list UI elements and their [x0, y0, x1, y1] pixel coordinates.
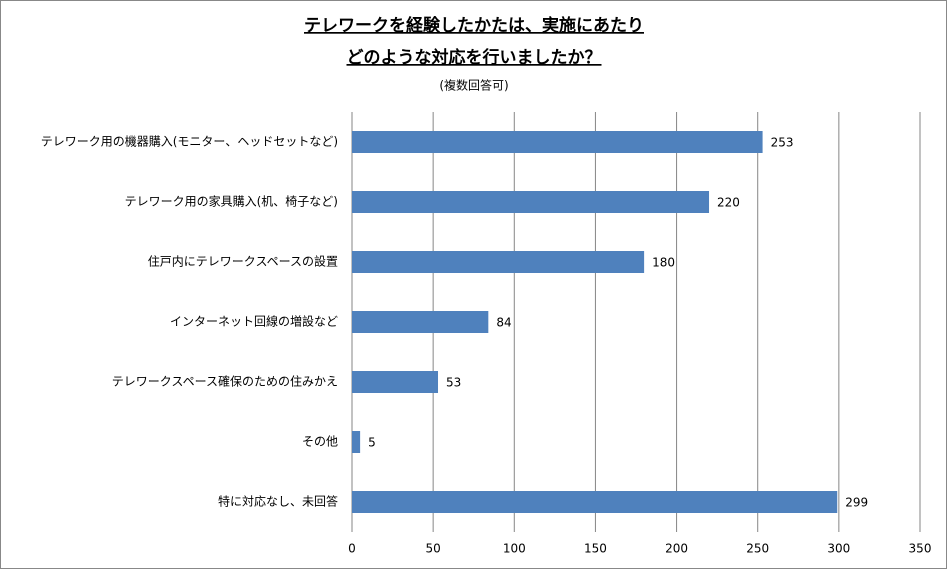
bar — [352, 311, 489, 333]
bar — [352, 431, 361, 453]
data-label: 180 — [652, 256, 675, 270]
x-tick-label: 250 — [746, 542, 769, 556]
y-tick-label: インターネット回線の増設など — [170, 314, 338, 329]
data-label: 53 — [446, 376, 461, 390]
bar — [352, 491, 838, 513]
data-label: 84 — [496, 316, 511, 330]
x-tick-label: 350 — [909, 542, 932, 556]
data-label: 5 — [368, 436, 376, 450]
x-tick-label: 50 — [426, 542, 441, 556]
data-label: 220 — [717, 196, 740, 210]
x-tick-label: 200 — [665, 542, 688, 556]
data-label: 253 — [771, 136, 794, 150]
y-tick-label: テレワークスペース確保のための住みかえ — [112, 374, 338, 389]
data-label: 299 — [845, 496, 868, 510]
x-tick-label: 150 — [584, 542, 607, 556]
y-tick-label: テレワーク用の機器購入(モニター、ヘッドセットなど) — [41, 134, 338, 149]
bar — [352, 371, 439, 393]
bar — [352, 131, 763, 153]
y-tick-label: 特に対応なし、未回答 — [218, 494, 338, 509]
chart-title: テレワークを経験したかたは、実施にあたり — [304, 15, 644, 36]
chart-title: どのような対応を行いましたか？ — [347, 47, 602, 68]
chart-subtitle: (複数回答可) — [439, 78, 508, 93]
bar — [352, 191, 710, 213]
x-tick-label: 100 — [503, 542, 526, 556]
y-tick-label: テレワーク用の家具購入(机、椅子など) — [125, 194, 338, 209]
y-tick-label: その他 — [302, 435, 338, 449]
y-tick-label: 住戸内にテレワークスペースの設置 — [148, 254, 338, 269]
x-tick-label: 300 — [827, 542, 850, 556]
x-tick-label: 0 — [348, 542, 356, 556]
bar — [352, 251, 645, 273]
